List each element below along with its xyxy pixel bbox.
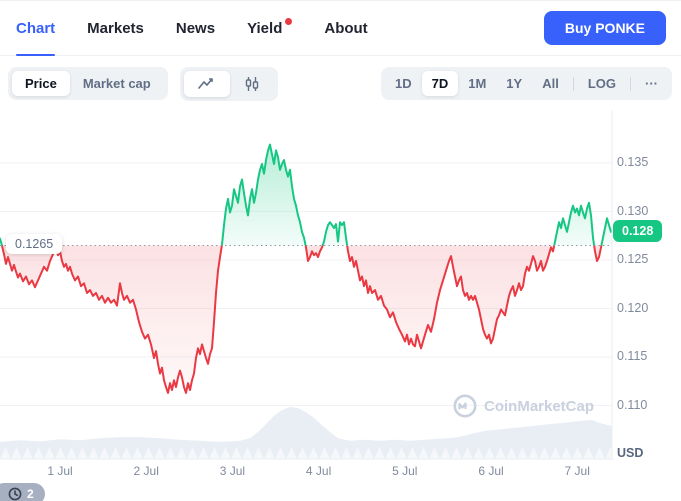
line-chart-icon bbox=[197, 77, 213, 89]
nav-tab-label: Yield bbox=[247, 19, 283, 37]
watermark: CoinMarketCap bbox=[453, 394, 594, 418]
range-option-1d[interactable]: 1D bbox=[394, 76, 412, 91]
y-tick-label: 0.125 bbox=[617, 252, 649, 266]
candlestick-icon bbox=[245, 76, 258, 91]
nav-tab-about[interactable]: About bbox=[324, 1, 367, 55]
x-tick-label: 5 Jul bbox=[392, 464, 418, 478]
notification-dot-icon bbox=[285, 17, 293, 25]
nav-tab-label: About bbox=[324, 19, 368, 37]
y-tick-label: 0.110 bbox=[617, 397, 648, 412]
chart-type-toggle bbox=[179, 66, 278, 101]
y-tick-label: 0.130 bbox=[617, 203, 649, 218]
x-tick-label: 6 Jul bbox=[478, 464, 504, 478]
divider bbox=[572, 76, 574, 91]
nav-tab-yield[interactable]: Yield bbox=[247, 1, 293, 55]
chart-type-option-candlestick[interactable] bbox=[230, 71, 274, 97]
range-option-all[interactable]: All bbox=[542, 76, 559, 91]
x-tick-label: 3 Jul bbox=[219, 464, 246, 478]
metric-option-market-cap[interactable]: Market cap bbox=[82, 76, 151, 91]
current-price-badge: 0.128 bbox=[613, 219, 663, 242]
y-tick-label: 0.115 bbox=[617, 349, 648, 363]
unit-label: USD bbox=[617, 446, 644, 460]
history-badge[interactable]: 2 bbox=[0, 483, 45, 501]
nav-tab-label: Chart bbox=[16, 19, 56, 37]
y-tick-label: 0.120 bbox=[617, 300, 649, 315]
watermark-label: CoinMarketCap bbox=[484, 397, 595, 415]
coinmarketcap-logo-icon bbox=[453, 394, 477, 418]
baseline-price-label: 0.1265 bbox=[6, 234, 63, 255]
metric-toggle: Price Market cap bbox=[8, 67, 168, 100]
header-nav: Chart Markets News Yield About Buy PONKE bbox=[0, 0, 681, 56]
divider bbox=[630, 76, 631, 91]
nav-tab-label: News bbox=[175, 19, 216, 37]
x-tick-label: 2 Jul bbox=[133, 464, 159, 478]
clock-icon bbox=[8, 487, 22, 501]
more-options-button[interactable]: ··· bbox=[645, 76, 658, 91]
price-chart-canvas bbox=[0, 110, 616, 461]
nav-tab-label: Markets bbox=[87, 19, 144, 37]
nav-tabs: Chart Markets News Yield About bbox=[16, 1, 368, 56]
range-option-1y[interactable]: 1Y bbox=[506, 76, 523, 91]
metric-option-price[interactable]: Price bbox=[12, 71, 70, 96]
y-tick-label: 0.135 bbox=[617, 155, 649, 169]
range-option-7d[interactable]: 7D bbox=[421, 71, 459, 96]
nav-tab-chart[interactable]: Chart bbox=[16, 1, 56, 56]
x-tick-label: 1 Jul bbox=[47, 464, 73, 478]
nav-tab-news[interactable]: News bbox=[176, 1, 215, 55]
history-badge-count: 2 bbox=[27, 487, 34, 501]
range-selector: 1D 7D 1M 1Y All LOG ··· bbox=[380, 67, 672, 100]
chart-toolbar: Price Market cap 1D 7D 1M 1Y All LOG ··· bbox=[0, 57, 681, 110]
price-chart[interactable]: 0.135 0.130 0.125 0.120 0.115 0.110 USD 1 Jul… bbox=[0, 110, 681, 501]
chart-type-option-line[interactable] bbox=[183, 70, 230, 97]
nav-tab-markets[interactable]: Markets bbox=[87, 1, 144, 55]
range-option-1m[interactable]: 1M bbox=[468, 76, 487, 91]
x-tick-label: 7 Jul bbox=[564, 464, 590, 478]
log-scale-button[interactable]: LOG bbox=[587, 76, 616, 91]
x-tick-label: 4 Jul bbox=[305, 464, 332, 478]
buy-ponke-button[interactable]: Buy PONKE bbox=[543, 11, 666, 45]
